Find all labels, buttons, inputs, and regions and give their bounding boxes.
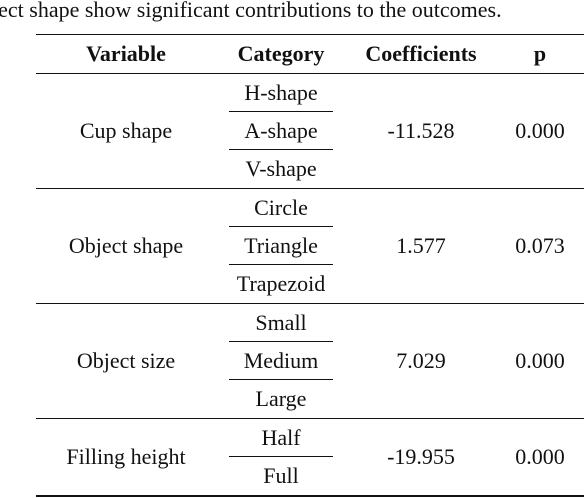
coefficient-cell: 1.577: [346, 188, 496, 304]
category-cell: Trapezoid: [236, 271, 326, 296]
table-row: Medium: [36, 342, 584, 380]
header-p: p: [496, 34, 584, 74]
header-row: Variable Category Coefficients p: [36, 34, 584, 74]
variable-cell: Cup shape: [36, 73, 216, 189]
table-row: V-shape: [36, 150, 584, 189]
table-row: Cup shape H-shape -11.528 0.000: [36, 73, 584, 189]
table-row: Object shape Circle 1.577 0.073: [36, 188, 584, 304]
category-cell: Half: [229, 420, 333, 457]
category-cell: A-shape: [229, 113, 333, 150]
table-caption: ject shape show significant contribution…: [0, 0, 502, 22]
category-cell: V-shape: [245, 156, 317, 181]
category-cell: Small: [229, 305, 333, 342]
table-row: Large: [36, 380, 584, 419]
table-row: Full: [36, 457, 584, 497]
category-cell: Large: [255, 386, 307, 411]
table-row: A-shape: [36, 112, 584, 150]
category-cell: H-shape: [229, 75, 333, 112]
p-value-cell: 0.000: [496, 303, 584, 419]
category-cell: Medium: [229, 343, 333, 380]
header-coefficients: Coefficients: [346, 34, 496, 74]
variable-cell: Filling height: [36, 418, 216, 497]
category-cell: Full: [263, 463, 299, 488]
table-row: Triangle: [36, 227, 584, 265]
coefficient-cell: -19.955: [346, 418, 496, 497]
coefficient-cell: -11.528: [346, 73, 496, 189]
coefficient-cell: 7.029: [346, 303, 496, 419]
category-cell: Circle: [229, 190, 333, 227]
category-cell: Triangle: [229, 228, 333, 265]
results-table: Variable Category Coefficients p Cup sha…: [36, 34, 584, 497]
table-row: Trapezoid: [36, 265, 584, 304]
table-row: Filling height Half -19.955 0.000: [36, 418, 584, 497]
header-variable: Variable: [36, 34, 216, 74]
variable-cell: Object size: [36, 303, 216, 419]
header-category: Category: [216, 34, 346, 74]
p-value-cell: 0.000: [496, 418, 584, 497]
variable-cell: Object shape: [36, 188, 216, 304]
table-row: Object size Small 7.029 0.000: [36, 303, 584, 419]
p-value-cell: 0.073: [496, 188, 584, 304]
p-value-cell: 0.000: [496, 73, 584, 189]
